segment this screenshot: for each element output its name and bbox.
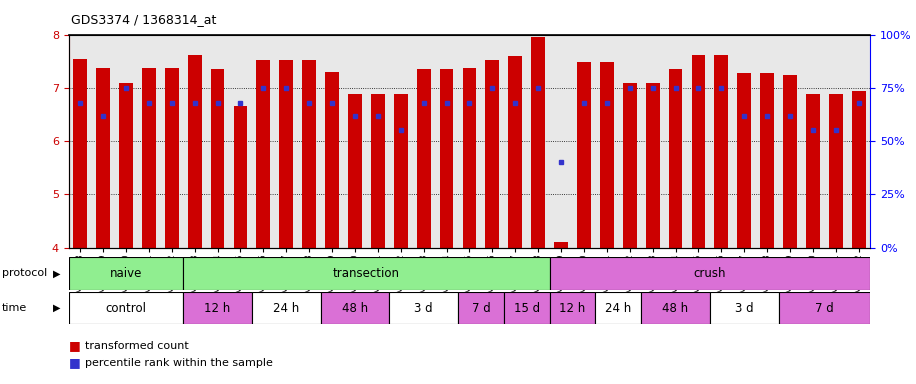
- Bar: [852, 91, 866, 248]
- Bar: [641, 292, 710, 324]
- Bar: [508, 56, 522, 248]
- Bar: [806, 94, 820, 248]
- Text: 12 h: 12 h: [560, 302, 585, 314]
- Bar: [302, 60, 316, 248]
- Text: ▶: ▶: [53, 303, 60, 313]
- Bar: [485, 60, 499, 248]
- Text: 24 h: 24 h: [605, 302, 631, 314]
- Text: time: time: [2, 303, 27, 313]
- Bar: [279, 60, 293, 248]
- Bar: [458, 292, 504, 324]
- Text: ■: ■: [69, 339, 81, 352]
- Bar: [73, 58, 87, 248]
- Text: 48 h: 48 h: [662, 302, 689, 314]
- Bar: [256, 60, 270, 248]
- Text: percentile rank within the sample: percentile rank within the sample: [85, 358, 273, 368]
- Text: transformed count: transformed count: [85, 341, 189, 351]
- Bar: [119, 83, 133, 248]
- Bar: [96, 68, 110, 248]
- Bar: [371, 94, 385, 248]
- Bar: [595, 292, 641, 324]
- Bar: [623, 83, 637, 248]
- Text: 15 d: 15 d: [514, 302, 540, 314]
- Text: ■: ■: [69, 356, 81, 369]
- Bar: [760, 73, 774, 248]
- Text: naive: naive: [110, 267, 142, 280]
- Bar: [577, 62, 591, 248]
- Bar: [325, 72, 339, 248]
- Text: transection: transection: [333, 267, 400, 280]
- Bar: [142, 68, 156, 248]
- Bar: [531, 37, 545, 248]
- Bar: [440, 69, 453, 248]
- Bar: [252, 292, 321, 324]
- Bar: [504, 292, 550, 324]
- Text: 24 h: 24 h: [273, 302, 300, 314]
- Text: GDS3374 / 1368314_at: GDS3374 / 1368314_at: [71, 13, 217, 26]
- Bar: [554, 242, 568, 248]
- Bar: [600, 62, 614, 248]
- Bar: [463, 68, 476, 248]
- Bar: [183, 257, 550, 290]
- Bar: [737, 73, 751, 248]
- Bar: [710, 292, 779, 324]
- Bar: [779, 292, 870, 324]
- Text: crush: crush: [693, 267, 726, 280]
- Text: 3 d: 3 d: [414, 302, 433, 314]
- Bar: [394, 94, 408, 248]
- Text: 48 h: 48 h: [342, 302, 368, 314]
- Bar: [389, 292, 458, 324]
- Text: ▶: ▶: [53, 268, 60, 278]
- Bar: [234, 106, 247, 248]
- Text: 12 h: 12 h: [204, 302, 231, 314]
- Bar: [646, 83, 660, 248]
- Bar: [348, 94, 362, 248]
- Bar: [550, 257, 870, 290]
- Bar: [321, 292, 389, 324]
- Bar: [211, 69, 224, 248]
- Bar: [550, 292, 595, 324]
- Text: 7 d: 7 d: [472, 302, 490, 314]
- Bar: [188, 55, 202, 248]
- Bar: [165, 68, 179, 248]
- Text: 7 d: 7 d: [815, 302, 834, 314]
- Bar: [714, 55, 728, 248]
- Text: 3 d: 3 d: [735, 302, 754, 314]
- Bar: [692, 55, 705, 248]
- Text: protocol: protocol: [2, 268, 47, 278]
- Bar: [783, 75, 797, 248]
- Bar: [69, 292, 183, 324]
- Text: control: control: [105, 302, 147, 314]
- Bar: [669, 69, 682, 248]
- Bar: [417, 69, 431, 248]
- Bar: [183, 292, 252, 324]
- Bar: [69, 257, 183, 290]
- Bar: [829, 94, 843, 248]
